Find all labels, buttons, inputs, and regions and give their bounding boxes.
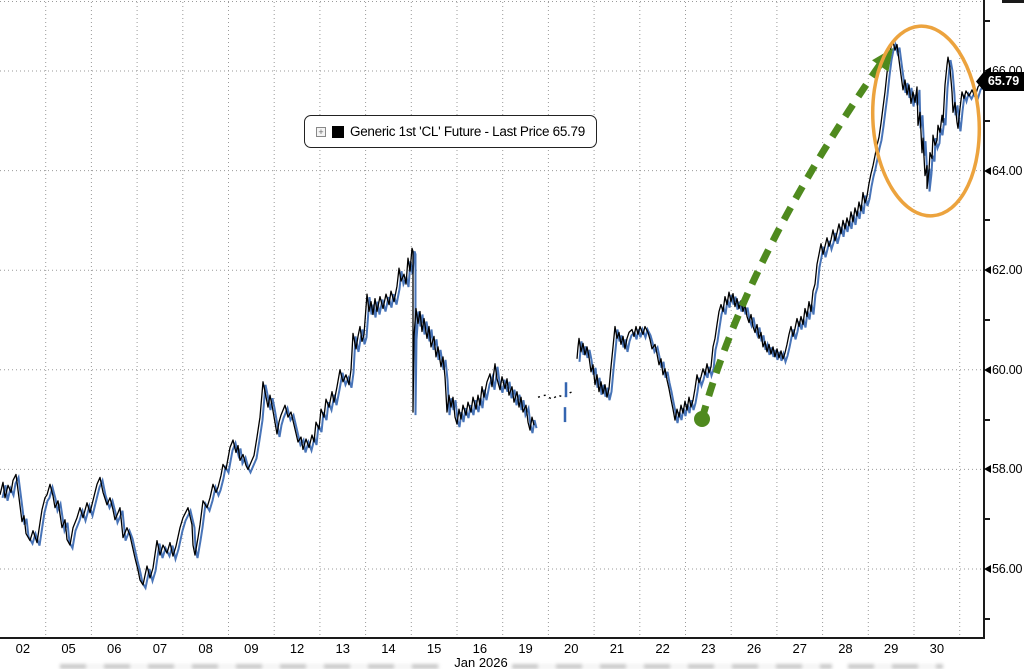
y-axis-minor-tick — [984, 119, 990, 122]
legend-label: Generic 1st 'CL' Future - Last Price 65.… — [350, 124, 585, 139]
tick-arrow-icon — [984, 465, 991, 474]
x-axis-tick-28: 28 — [838, 641, 853, 656]
price-series-line — [0, 40, 983, 586]
y-axis-minor-tick — [984, 418, 990, 421]
x-axis-tick-08: 08 — [198, 641, 213, 656]
legend-swatch-icon — [332, 125, 344, 138]
x-axis-tick-30: 30 — [929, 641, 945, 656]
tick-arrow-icon — [984, 67, 991, 75]
y-axis-minor-tick — [984, 518, 990, 521]
x-axis-tick-21: 21 — [609, 641, 625, 656]
bottom-time-axis-line — [0, 637, 985, 639]
x-axis-tick-14: 14 — [381, 641, 396, 656]
cropped-text-artifact — [512, 664, 832, 669]
legend-item[interactable]: + Generic 1st 'CL' Future - Last Price 6… — [304, 115, 597, 148]
y-axis-minor-tick — [984, 20, 990, 23]
cropped-text-artifact — [60, 664, 440, 669]
y-axis-tick-58.00: 58.00 — [984, 461, 1022, 477]
legend-expand-icon[interactable]: + — [316, 126, 326, 137]
highlight-ellipse-annotation — [870, 24, 982, 218]
tick-arrow-icon — [984, 166, 991, 175]
x-axis-tick-16: 16 — [472, 641, 488, 656]
y-tick-label: 64.00 — [992, 163, 1023, 178]
x-axis-tick-19: 19 — [518, 641, 533, 656]
x-axis-tick-07: 07 — [152, 641, 168, 656]
x-axis-tick-26: 26 — [746, 641, 762, 656]
y-axis-minor-tick — [984, 219, 990, 222]
x-axis-tick-22: 22 — [655, 641, 670, 656]
trend-arrow-annotation — [694, 48, 893, 427]
x-axis-tick-09: 09 — [244, 641, 259, 656]
tick-arrow-icon — [984, 266, 991, 275]
y-axis-minor-tick — [984, 617, 990, 620]
x-axis-tick-29: 29 — [883, 641, 899, 656]
y-tick-label: 60.00 — [992, 362, 1023, 377]
cropped-top-frame-artifact — [1002, 0, 1024, 3]
y-axis-tick-62.00: 62.00 — [984, 262, 1022, 278]
last-price-flag: 65.79 — [976, 71, 1024, 91]
y-tick-label: 56.00 — [992, 562, 1023, 576]
y-axis-tick-60.00: 60.00 — [984, 362, 1022, 378]
x-axis-tick-20: 20 — [564, 641, 579, 656]
tick-arrow-icon — [984, 365, 991, 374]
x-axis-tick-23: 23 — [701, 641, 716, 656]
x-axis-tick-12: 12 — [289, 641, 305, 656]
x-axis-tick-02: 02 — [15, 641, 31, 656]
x-axis-tick-15: 15 — [426, 641, 442, 656]
cropped-text-artifact — [848, 664, 943, 669]
grid-lines — [0, 1, 983, 637]
x-axis-tick-06: 06 — [107, 641, 122, 656]
y-axis-minor-tick — [984, 319, 990, 321]
y-tick-label: 58.00 — [992, 462, 1023, 477]
tick-arrow-icon — [984, 565, 991, 573]
x-axis-tick-13: 13 — [335, 641, 350, 656]
y-axis-tick-64.00: 64.00 — [984, 163, 1022, 179]
x-axis-tick-27: 27 — [792, 641, 807, 656]
holiday-gap-dotted-segment — [537, 390, 576, 401]
x-axis-tick-05: 05 — [61, 641, 76, 656]
y-tick-label: 62.00 — [992, 263, 1023, 278]
y-axis-tick-56.00: 56.00 — [984, 561, 1022, 577]
x-axis-title: Jan 2026 — [454, 655, 508, 669]
